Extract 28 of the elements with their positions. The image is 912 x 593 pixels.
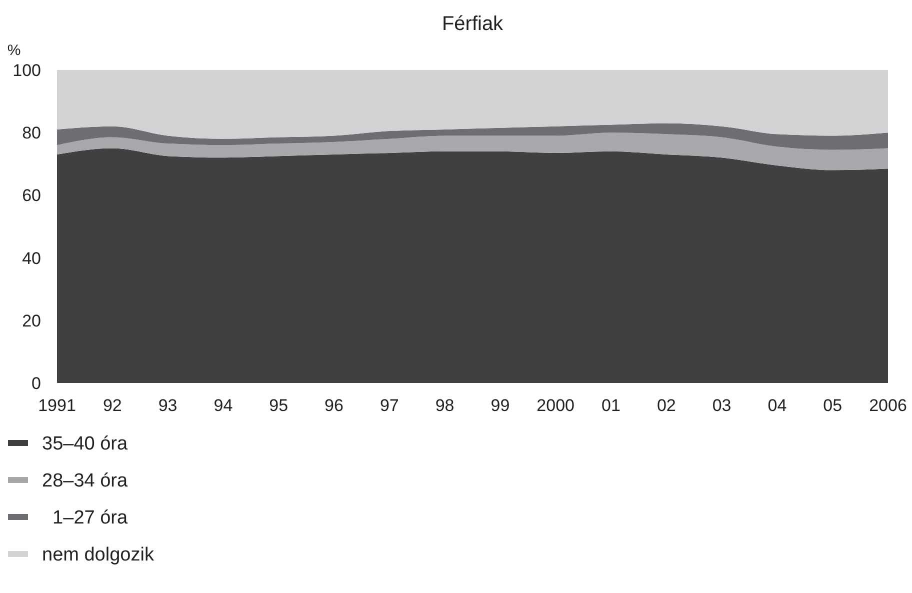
legend-label: 28–34 óra: [42, 470, 128, 492]
y-tick-label: 60: [22, 186, 41, 206]
y-tick-label: 100: [12, 60, 41, 80]
x-tick-label: 2000: [536, 396, 575, 415]
x-tick-label: 04: [768, 396, 787, 415]
x-tick-label: 03: [712, 396, 732, 415]
y-tick-label: 40: [22, 248, 41, 268]
y-tick-label: 20: [22, 311, 41, 330]
legend-label: nem dolgozik: [42, 544, 154, 566]
x-tick-label: 95: [269, 396, 288, 415]
x-tick-label: 2006: [869, 396, 907, 415]
x-tick-label: 96: [324, 396, 344, 415]
legend-label: 35–40 óra: [42, 434, 128, 455]
y-tick-label: 0: [32, 374, 41, 393]
x-tick-label: 98: [435, 396, 454, 415]
x-tick-label: 05: [823, 396, 842, 415]
y-tick-label: 80: [22, 124, 41, 143]
x-tick-label: 97: [380, 396, 399, 415]
x-tick-label: 02: [656, 396, 676, 415]
y-axis-title: %: [7, 42, 21, 59]
chart-title: Férfiak: [442, 13, 504, 35]
x-tick-label: 93: [158, 396, 178, 415]
x-tick-label: 94: [214, 396, 233, 415]
x-tick-label: 01: [602, 396, 620, 415]
x-tick-label: 99: [490, 396, 510, 415]
x-tick-label: 92: [102, 396, 122, 415]
x-tick-label: 1991: [38, 396, 76, 415]
legend-label: 1–27 óra: [42, 508, 128, 529]
